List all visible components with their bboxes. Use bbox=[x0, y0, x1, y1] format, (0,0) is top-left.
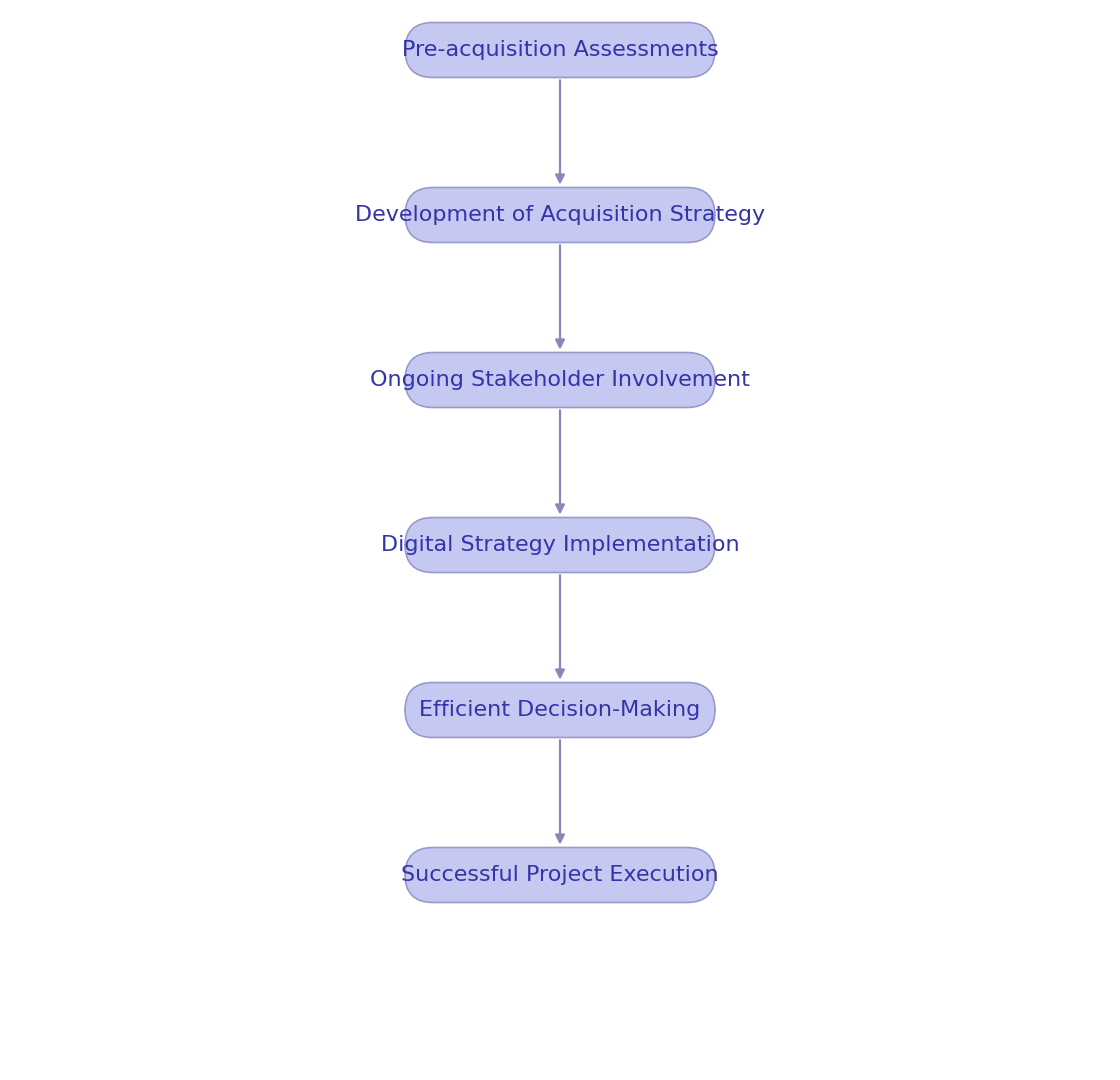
FancyBboxPatch shape bbox=[405, 188, 715, 243]
Text: Pre-acquisition Assessments: Pre-acquisition Assessments bbox=[402, 40, 718, 60]
Text: Development of Acquisition Strategy: Development of Acquisition Strategy bbox=[355, 205, 765, 225]
FancyBboxPatch shape bbox=[405, 517, 715, 572]
FancyBboxPatch shape bbox=[405, 352, 715, 407]
Text: Digital Strategy Implementation: Digital Strategy Implementation bbox=[381, 535, 739, 555]
Text: Efficient Decision-Making: Efficient Decision-Making bbox=[419, 700, 701, 720]
FancyBboxPatch shape bbox=[405, 683, 715, 738]
Text: Ongoing Stakeholder Involvement: Ongoing Stakeholder Involvement bbox=[370, 370, 750, 390]
Text: Successful Project Execution: Successful Project Execution bbox=[401, 865, 719, 885]
FancyBboxPatch shape bbox=[405, 23, 715, 78]
FancyBboxPatch shape bbox=[405, 848, 715, 903]
